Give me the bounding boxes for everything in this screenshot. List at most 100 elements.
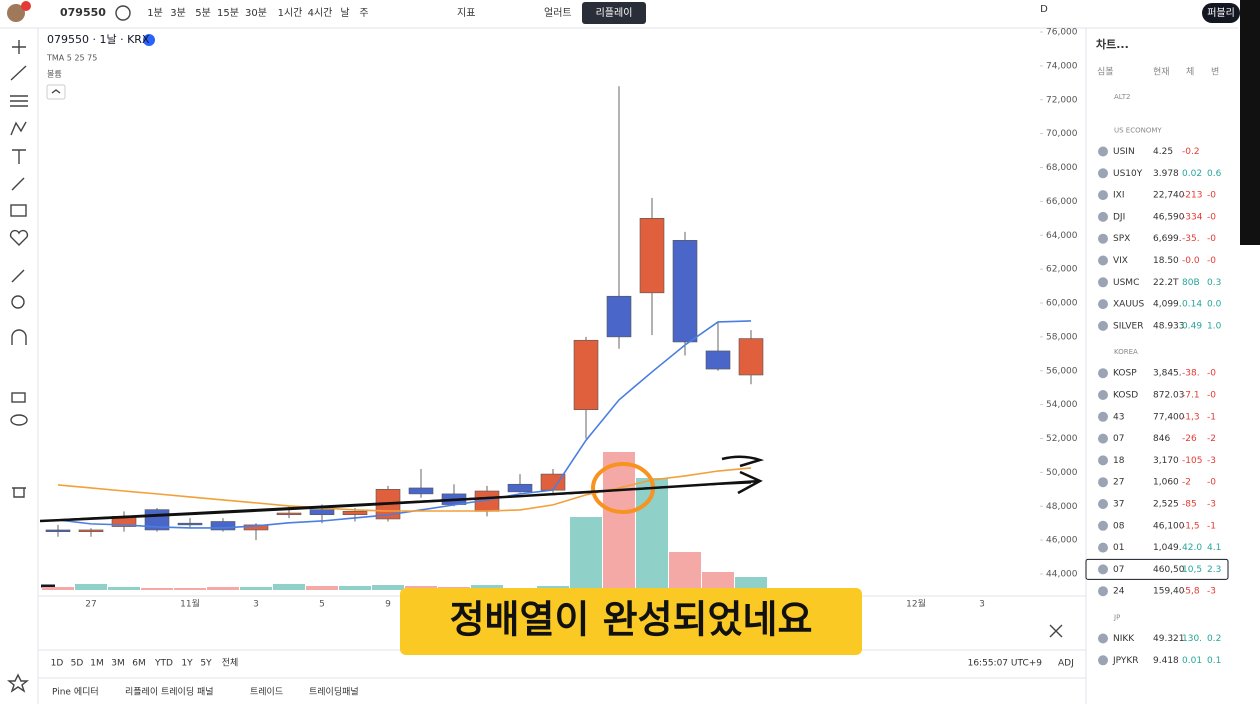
bottom-tab[interactable]: 트레이드	[250, 687, 283, 698]
volume-bar	[141, 588, 173, 590]
symbol-icon	[1098, 542, 1108, 553]
interval[interactable]: 날	[340, 7, 349, 19]
trendline-tool[interactable]	[10, 65, 27, 81]
row-symbol[interactable]: 01	[1113, 543, 1124, 553]
section-title[interactable]: JP	[1113, 614, 1120, 622]
interval[interactable]: 30분	[245, 7, 267, 19]
crosshair-tool[interactable]	[12, 40, 26, 54]
interval[interactable]: 3분	[170, 7, 186, 19]
symbol-icon	[1098, 368, 1108, 379]
replay[interactable]: 리플레이	[596, 7, 633, 19]
row-change: 0.02	[1182, 169, 1202, 179]
arrow-annotation	[39, 455, 765, 523]
row-symbol[interactable]: XAUUS	[1113, 300, 1144, 310]
fib-tool[interactable]	[10, 95, 28, 107]
x-tick-label: 3	[253, 600, 259, 610]
timeframe[interactable]: 전체	[222, 658, 239, 669]
eye-tool[interactable]	[10, 414, 28, 426]
symbol-icon	[1098, 168, 1108, 179]
timeframe[interactable]: 1Y	[181, 659, 193, 669]
row-change: -85	[1182, 500, 1197, 510]
timeframe[interactable]: 1M	[90, 659, 104, 669]
magnet-tool[interactable]	[11, 329, 27, 345]
section-title[interactable]: ALT2	[1114, 93, 1130, 101]
candle-body	[738, 338, 764, 376]
row-symbol[interactable]: US10Y	[1113, 169, 1143, 179]
bottom-tab[interactable]: 리플레이 트레이딩 패널	[125, 687, 214, 698]
row-symbol[interactable]: SPX	[1113, 234, 1130, 244]
timeframe[interactable]: 1D	[51, 659, 64, 669]
row-price: 22.2T	[1153, 278, 1179, 288]
symbol[interactable]: 079550	[60, 6, 106, 19]
row-price: 872.03	[1153, 391, 1185, 401]
row-symbol[interactable]: VIX	[1113, 256, 1128, 266]
column-header: 심볼	[1097, 67, 1114, 78]
close-icon[interactable]	[1049, 624, 1063, 638]
add-symbol-icon[interactable]	[115, 5, 131, 21]
row-symbol[interactable]: KOSD	[1113, 391, 1138, 401]
row-change: -0.2	[1182, 147, 1200, 157]
measure-tool[interactable]	[11, 269, 25, 283]
row-symbol[interactable]: 18	[1113, 456, 1125, 466]
alerts[interactable]: 얼러트	[544, 7, 572, 19]
row-symbol[interactable]: 08	[1113, 521, 1125, 531]
publish[interactable]: 퍼블리	[1207, 7, 1235, 19]
section-title[interactable]: US ECONOMY	[1114, 127, 1162, 135]
row-symbol[interactable]: 07	[1113, 434, 1124, 444]
timeframe[interactable]: 5D	[71, 659, 84, 669]
zoom-tool[interactable]	[11, 295, 25, 309]
trash-tool[interactable]	[12, 487, 26, 498]
timeframe[interactable]: YTD	[154, 659, 173, 669]
replay-button[interactable]	[582, 2, 646, 24]
row-symbol[interactable]: 43	[1113, 412, 1124, 422]
text-tool[interactable]	[12, 149, 26, 164]
symbol-icon	[1098, 299, 1108, 310]
section-title[interactable]: KOREA	[1114, 348, 1138, 356]
interval[interactable]: 5분	[195, 7, 211, 19]
interval[interactable]: 15분	[217, 7, 239, 19]
timeframe[interactable]: 3M	[111, 659, 125, 669]
row-symbol[interactable]: KOSP	[1113, 369, 1137, 379]
period[interactable]: D	[1040, 4, 1048, 15]
interval[interactable]: 1시간	[278, 7, 303, 19]
y-tick-label: 70,000	[1046, 129, 1078, 139]
row-symbol[interactable]: 27	[1113, 478, 1124, 488]
row-symbol[interactable]: NIKK	[1113, 634, 1135, 644]
fav-tool[interactable]	[9, 229, 29, 246]
symbol-icon	[1098, 477, 1108, 488]
pattern-tool[interactable]	[10, 121, 27, 136]
y-tick-label: 74,000	[1046, 61, 1078, 71]
watchlist-title[interactable]: 차트...	[1096, 37, 1129, 51]
brush-tool[interactable]	[11, 177, 25, 191]
bottom-tab[interactable]: 트레이딩패널	[309, 687, 359, 698]
y-tick-label: 72,000	[1046, 95, 1078, 105]
timeframe[interactable]: 6M	[132, 659, 146, 669]
row-symbol[interactable]: 24	[1113, 587, 1125, 597]
x-tick-label: 3	[979, 600, 985, 610]
collapse-button[interactable]	[46, 84, 66, 100]
row-symbol[interactable]: USMC	[1113, 278, 1139, 288]
star-icon[interactable]	[7, 673, 29, 693]
row-symbol[interactable]: 37	[1113, 500, 1124, 510]
row-symbol[interactable]: USIN	[1113, 147, 1135, 157]
row-pct: 1.0	[1207, 321, 1222, 331]
avatar[interactable]	[7, 4, 25, 22]
timeframe[interactable]: 5Y	[200, 659, 212, 669]
interval[interactable]: 4시간	[308, 7, 333, 19]
lock-tool[interactable]	[11, 392, 26, 403]
volume-bar	[702, 572, 734, 590]
bottom-tab[interactable]: Pine 에디터	[52, 687, 99, 698]
adjust[interactable]: ADJ	[1058, 659, 1074, 669]
row-symbol[interactable]: IXI	[1113, 191, 1124, 201]
note-tool[interactable]	[10, 204, 27, 217]
interval[interactable]: 주	[359, 8, 368, 19]
row-symbol[interactable]: SILVER	[1113, 321, 1144, 331]
row-symbol[interactable]: DJI	[1113, 212, 1125, 222]
row-symbol[interactable]: JPYKR	[1112, 656, 1139, 666]
publish-button[interactable]	[1202, 3, 1240, 23]
interval[interactable]: 1분	[147, 7, 163, 19]
row-symbol[interactable]: 07	[1113, 565, 1124, 575]
indicators[interactable]: 지표	[457, 7, 475, 19]
y-tick-label: 44,000	[1046, 570, 1078, 580]
symbol-icon	[1098, 520, 1108, 531]
